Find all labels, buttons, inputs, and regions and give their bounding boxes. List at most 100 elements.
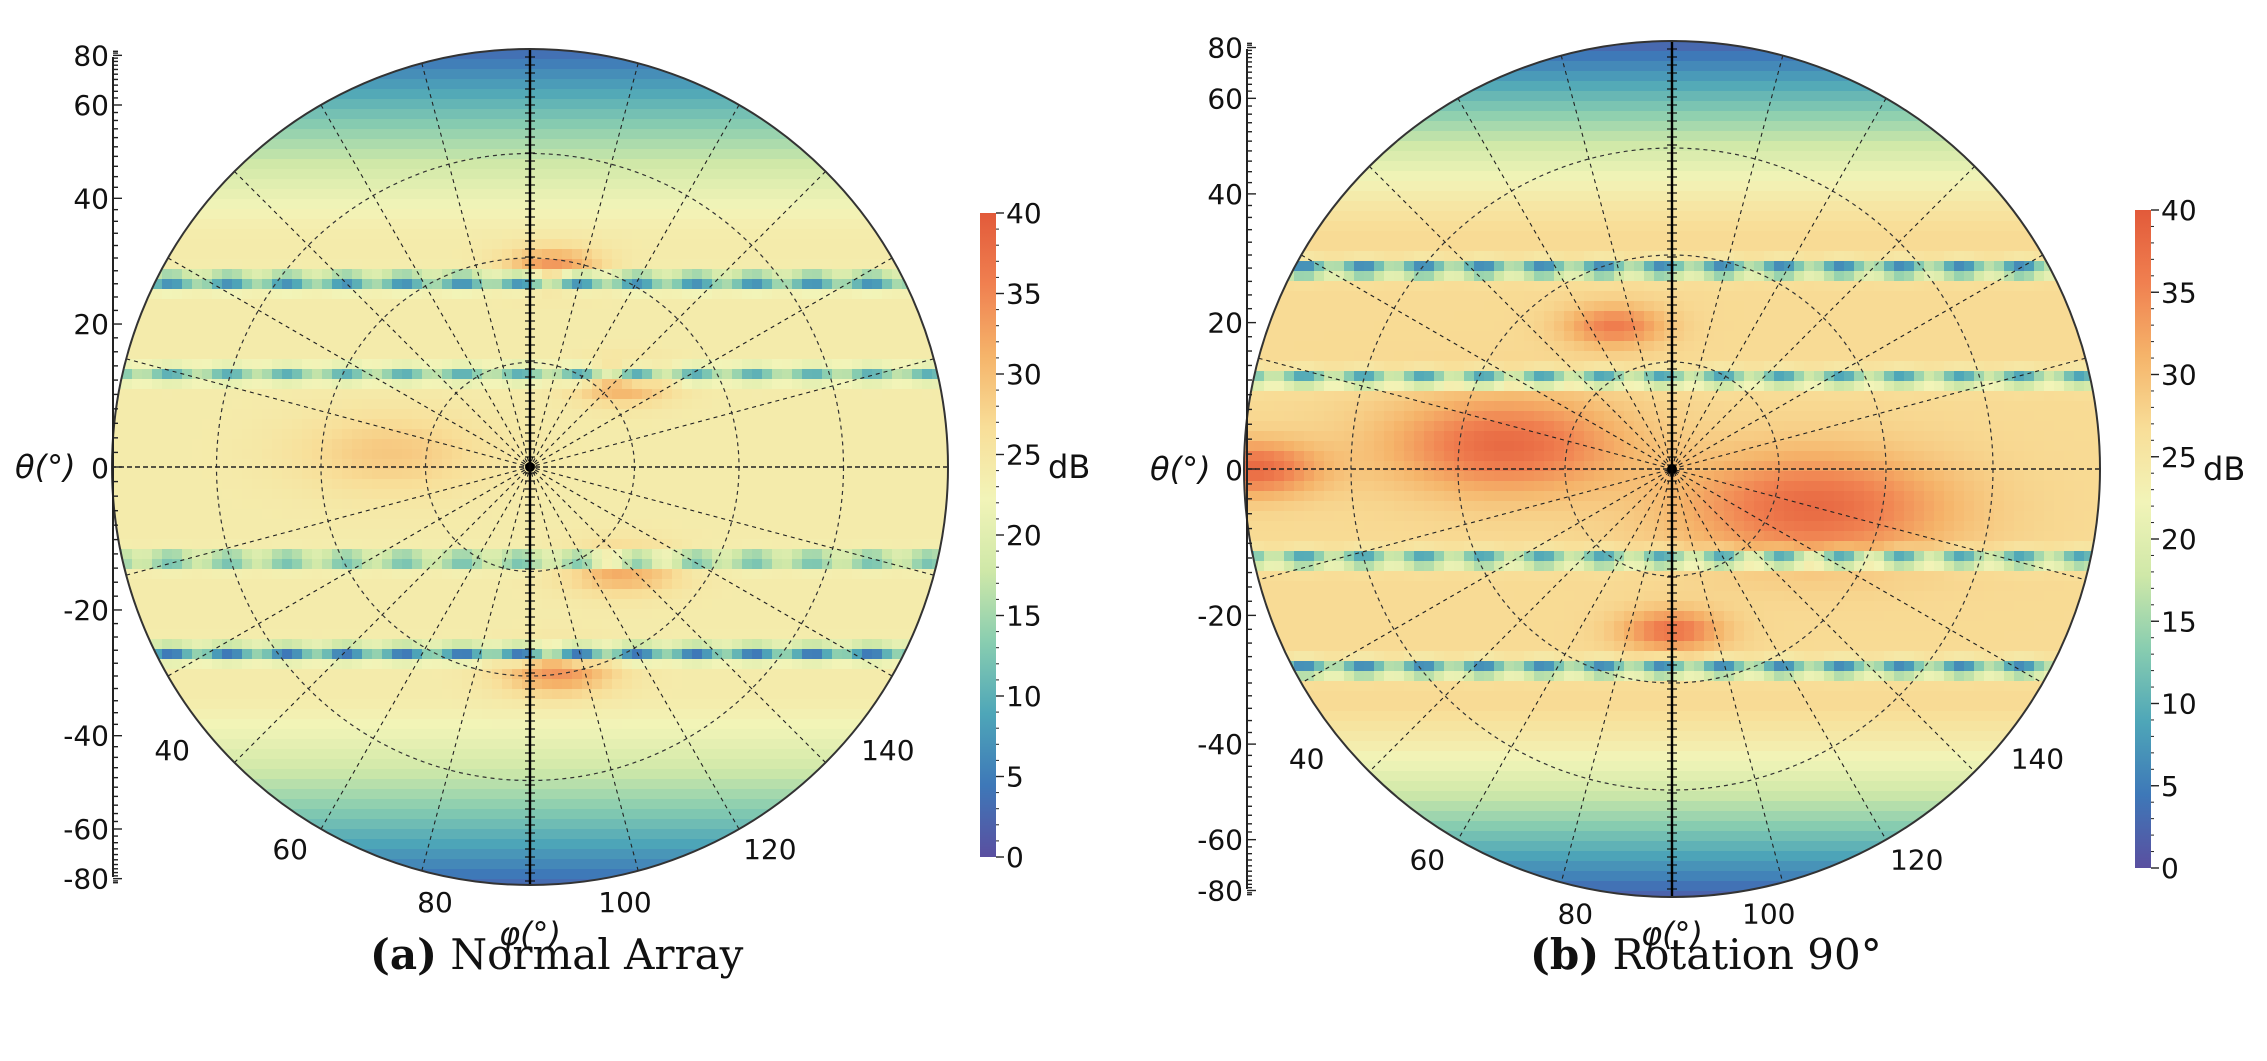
heatmap-cell — [302, 369, 313, 380]
heatmap-cell — [392, 189, 403, 200]
heatmap-cell — [132, 339, 143, 350]
heatmap-cell — [742, 439, 753, 450]
heatmap-cell — [912, 309, 923, 320]
heatmap-cell — [332, 659, 343, 670]
heatmap-cell — [372, 179, 383, 190]
heatmap-cell — [672, 269, 683, 280]
heatmap-cell — [552, 269, 563, 280]
heatmap-cell — [762, 709, 773, 720]
heatmap-cell — [692, 709, 703, 720]
heatmap-cell — [882, 579, 893, 590]
heatmap-cell — [232, 209, 243, 220]
heatmap-cell — [532, 129, 543, 140]
heatmap-cell — [422, 289, 433, 300]
heatmap-cell — [932, 589, 943, 600]
heatmap-cell — [612, 119, 623, 130]
heatmap-cell — [442, 189, 453, 200]
heatmap-cell — [642, 469, 653, 480]
heatmap-cell — [912, 329, 923, 340]
heatmap-cell — [562, 479, 573, 490]
heatmap-cell — [802, 139, 813, 150]
heatmap-cell — [572, 89, 583, 100]
heatmap-cell — [352, 709, 363, 720]
heatmap-cell — [472, 99, 483, 110]
heatmap-cell — [742, 219, 753, 230]
heatmap-cell — [462, 689, 473, 700]
heatmap-cell — [142, 489, 153, 500]
heatmap-cell — [302, 389, 313, 400]
heatmap-cell — [242, 699, 253, 710]
heatmap-cell — [332, 719, 343, 730]
heatmap-cell — [272, 589, 283, 600]
heatmap-cell — [412, 659, 423, 670]
heatmap-cell — [522, 399, 533, 410]
heatmap-cell — [822, 449, 833, 460]
heatmap-cell — [312, 329, 323, 340]
heatmap-cell — [252, 449, 263, 460]
heatmap-cell — [712, 569, 723, 580]
heatmap-cell — [212, 729, 223, 740]
heatmap-cell — [442, 219, 453, 230]
heatmap-cell — [362, 259, 373, 270]
heatmap-cell — [562, 219, 573, 230]
heatmap-cell — [512, 59, 523, 70]
heatmap-cell — [912, 289, 923, 300]
heatmap-cell — [542, 359, 553, 370]
heatmap-cell — [282, 169, 293, 180]
heatmap-cell — [782, 429, 793, 440]
heatmap-cell — [522, 219, 533, 230]
heatmap-cell — [872, 269, 883, 280]
heatmap-cell — [562, 299, 573, 310]
heatmap-cell — [552, 589, 563, 600]
heatmap-cell — [522, 669, 533, 680]
heatmap-cell — [382, 329, 393, 340]
heatmap-cell — [262, 429, 273, 440]
heatmap-cell — [142, 399, 153, 410]
heatmap-cell — [852, 639, 863, 650]
heatmap-cell — [582, 139, 593, 150]
heatmap-cell — [722, 689, 733, 700]
heatmap-cell — [502, 579, 513, 590]
heatmap-cell — [862, 499, 873, 510]
heatmap-cell — [292, 279, 303, 290]
heatmap-cell — [792, 329, 803, 340]
heatmap-cell — [482, 709, 493, 720]
heatmap-cell — [282, 719, 293, 730]
heatmap-cell — [802, 449, 813, 460]
heatmap-cell — [772, 449, 783, 460]
heatmap-cell — [712, 449, 723, 460]
heatmap-cell — [622, 119, 633, 130]
heatmap-cell — [472, 509, 483, 520]
heatmap-cell — [532, 189, 543, 200]
heatmap-cell — [602, 169, 613, 180]
heatmap-cell — [672, 189, 683, 200]
heatmap-cell — [252, 629, 263, 640]
heatmap-cell — [412, 279, 423, 290]
heatmap-cell — [912, 539, 923, 550]
heatmap-cell — [842, 559, 853, 570]
heatmap-cell — [872, 279, 883, 290]
heatmap-cell — [302, 529, 313, 540]
heatmap-cell — [632, 179, 643, 190]
heatmap-cell — [152, 279, 163, 290]
heatmap-cell — [372, 129, 383, 140]
heatmap-cell — [812, 559, 823, 570]
heatmap-cell — [512, 229, 523, 240]
heatmap-cell — [542, 259, 553, 270]
heatmap-cell — [262, 689, 273, 700]
heatmap-cell — [542, 79, 553, 90]
heatmap-cell — [372, 469, 383, 480]
heatmap-cell — [362, 669, 373, 680]
heatmap-cell — [582, 539, 593, 550]
heatmap-cell — [622, 279, 633, 290]
heatmap-cell — [332, 409, 343, 420]
heatmap-cell — [422, 69, 433, 80]
heatmap-cell — [862, 259, 873, 270]
heatmap-cell — [212, 369, 223, 380]
heatmap-cell — [812, 359, 823, 370]
heatmap-cell — [262, 459, 273, 470]
heatmap-cell — [342, 479, 353, 490]
heatmap-cell — [662, 599, 673, 610]
heatmap-cell — [432, 269, 443, 280]
heatmap-cell — [782, 459, 793, 470]
